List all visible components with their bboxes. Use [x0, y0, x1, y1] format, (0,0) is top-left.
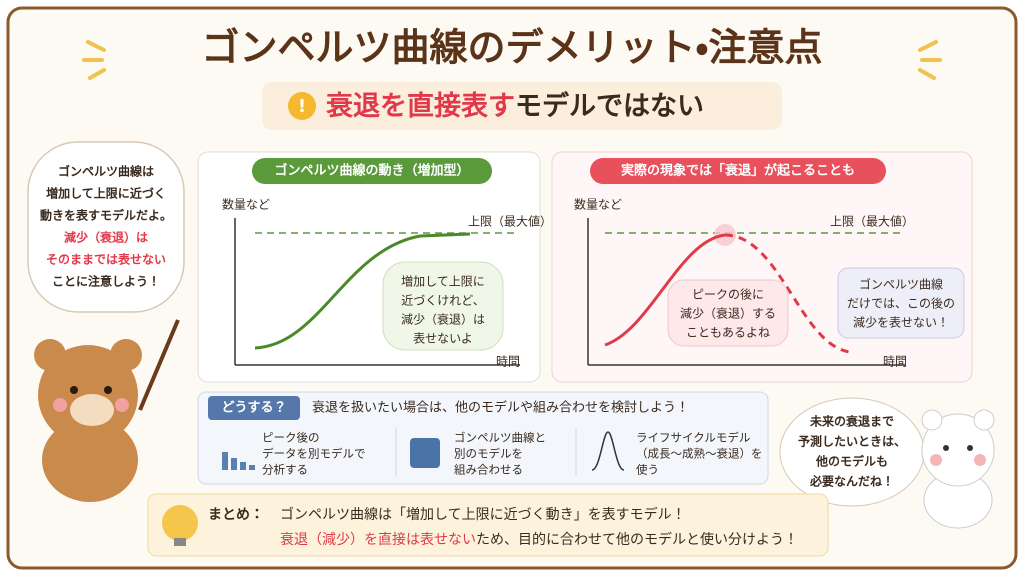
howto-item: ゴンペルツ曲線と — [454, 431, 546, 445]
note-line: だけでは、この後の — [847, 297, 955, 311]
bubble-line: 他のモデルも — [815, 454, 888, 469]
upper-label: 上限（最大値） — [830, 214, 914, 229]
decoration — [222, 452, 255, 470]
summary-label: まとめ： — [208, 507, 264, 523]
decoration — [70, 394, 114, 426]
note-line: こともあるよね — [686, 326, 770, 340]
decoration — [724, 233, 851, 354]
howto-item: 分析する — [262, 463, 308, 477]
bubble-line: 動きを表すモデルだよ。 — [40, 208, 172, 223]
decoration — [27, 141, 185, 313]
decoration — [162, 505, 198, 541]
howto-item: （成長〜成熟〜衰退）を — [636, 447, 763, 461]
x-label: 時間 — [883, 355, 907, 369]
decoration — [88, 68, 106, 80]
decoration — [115, 398, 129, 412]
decoration — [147, 493, 829, 557]
summary-rest: ため、目的に合わせて他のモデルと使い分けよう！ — [476, 531, 798, 548]
decoration — [262, 82, 782, 130]
summary-line2: 衰退（減少）を直接は表せないため、目的に合わせて他のモデルと使い分けよう！ — [280, 531, 798, 548]
howto-item: データを別モデルで — [262, 447, 366, 461]
bubble-line: 必要なんだね！ — [809, 474, 894, 489]
howto-item: 使う — [636, 463, 659, 477]
decoration — [86, 40, 106, 52]
decoration — [590, 158, 886, 184]
decoration — [208, 396, 300, 420]
decoration — [410, 438, 440, 468]
upper-label: 上限（最大値） — [468, 214, 552, 229]
decoration — [70, 386, 78, 394]
note-line: 減少（衰退）する — [680, 306, 776, 321]
decoration — [252, 158, 492, 184]
note-line: 表せないよ — [413, 332, 473, 346]
decoration — [34, 339, 66, 371]
decoration — [918, 68, 936, 80]
decoration — [921, 409, 943, 431]
decoration — [837, 267, 965, 339]
bubble-line: 減少（衰退）は — [64, 230, 148, 245]
panel-tag: ゴンペルツ曲線の動き（増加型） — [274, 163, 469, 179]
decoration — [667, 279, 789, 347]
note-line: ピークの後に — [692, 288, 764, 302]
bubble-line: そのままでは表せない — [46, 252, 166, 267]
bubble-line: ゴンペルツ曲線は — [58, 164, 154, 179]
y-label: 数量など — [574, 197, 622, 212]
decoration — [104, 386, 112, 394]
decoration — [138, 319, 180, 411]
howto-item: 組み合わせる — [454, 463, 523, 477]
note-line: 減少（衰退）は — [401, 312, 485, 327]
decoration — [254, 232, 471, 350]
y-label: 数量など — [222, 197, 270, 212]
x-label: 時間 — [496, 355, 520, 369]
subtitle-rest: モデルではない — [515, 90, 704, 122]
summary-line1: ゴンペルツ曲線は「増加して上限に近づく動き」を表すモデル！ — [280, 506, 686, 523]
howto-item: 別のモデルを — [454, 447, 523, 461]
decoration — [930, 454, 942, 466]
note-line: 減少を表せない！ — [853, 315, 949, 330]
howto-item: ピーク後の — [262, 431, 320, 445]
howto-tag: どうする？ — [221, 401, 286, 416]
bubble-line: 増加して上限に近づく — [46, 186, 166, 201]
decoration — [222, 452, 228, 470]
decoration — [591, 431, 625, 471]
decoration — [174, 538, 186, 546]
bubble-line: 予測したいときは、 — [798, 434, 906, 449]
decoration — [231, 458, 237, 470]
decoration: ! — [298, 96, 306, 117]
note-line: 近づくけれど、 — [401, 294, 484, 308]
decoration — [921, 413, 995, 487]
note-line: ゴンペルツ曲線 — [859, 277, 943, 292]
decoration — [918, 40, 938, 52]
decoration — [604, 233, 726, 347]
decoration — [240, 462, 246, 470]
decoration: ゴンペルツ曲線は増加して上限に近づく動きを表すモデルだよ。減少（衰退）はそのまま… — [40, 164, 172, 289]
decoration — [110, 339, 142, 371]
summary-highlight: 衰退（減少）を直接は表せない — [280, 531, 476, 548]
subtitle-highlight: 衰退を直接表す — [326, 91, 515, 122]
howto-text: 衰退を扱いたい場合は、他のモデルや組み合わせを検討しよう！ — [312, 400, 689, 416]
decoration — [967, 445, 973, 451]
bubble-line: ことに注意しよう！ — [52, 274, 160, 289]
decoration — [943, 445, 949, 451]
panel-tag: 実際の現象では「衰退」が起こることも — [621, 163, 855, 179]
note-line: 増加して上限に — [401, 275, 485, 289]
decoration — [551, 151, 973, 383]
bubble-line: 未来の衰退まで — [809, 414, 894, 429]
decoration — [382, 261, 504, 351]
title: ゴンペルツ曲線のデメリット・注意点 — [202, 26, 823, 70]
decoration — [82, 40, 942, 80]
decoration — [974, 454, 986, 466]
decoration — [53, 398, 67, 412]
howto-item: ライフサイクルモデル — [636, 431, 750, 445]
decoration — [973, 409, 995, 431]
decoration — [288, 92, 316, 120]
decoration — [197, 391, 769, 485]
decoration — [249, 465, 255, 470]
subtitle: 衰退を直接表すモデルではない — [326, 90, 704, 122]
